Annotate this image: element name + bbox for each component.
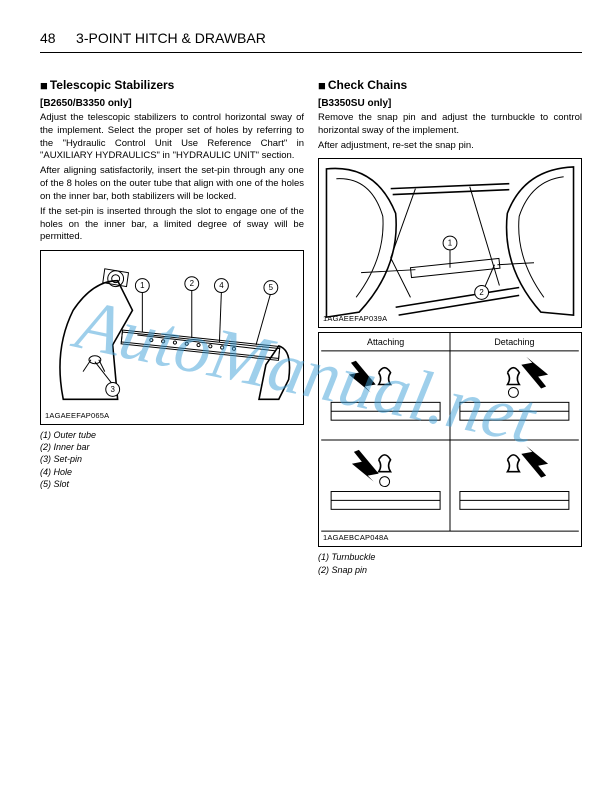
legend-item: (1) Turnbuckle [318,551,582,563]
left-heading-text: Telescopic Stabilizers [50,78,175,92]
left-legend: (1) Outer tube (2) Inner bar (3) Set-pin… [40,429,304,490]
square-bullet-icon: ■ [40,78,48,93]
callout-2: 2 [479,288,483,297]
right-figure2-code: 1AGAEBCAP048A [323,533,389,543]
left-figure-code: 1AGAEEFAP065A [45,411,109,421]
callout-2: 2 [190,279,194,288]
left-model-note: [B2650/B3350 only] [40,97,304,111]
callout-3: 3 [110,385,115,394]
right-figure-2: Attaching Detaching [318,332,582,547]
right-heading-text: Check Chains [328,78,407,92]
right-legend: (1) Turnbuckle (2) Snap pin [318,551,582,575]
right-para-2: After adjustment, re-set the snap pin. [318,140,582,153]
left-para-3: If the set-pin is inserted through the s… [40,206,304,244]
callout-1: 1 [140,281,144,290]
left-column: ■Telescopic Stabilizers [B2650/B3350 onl… [40,77,304,576]
callout-4: 4 [219,281,224,290]
page-number: 48 [40,30,56,46]
legend-item: (5) Slot [40,478,304,490]
callout-1: 1 [448,239,452,248]
panel-label-attach: Attaching [367,337,404,347]
left-para-2: After aligning satisfactorily, insert th… [40,165,304,203]
content-columns: ■Telescopic Stabilizers [B2650/B3350 onl… [40,77,582,576]
left-para-1: Adjust the telescopic stabilizers to con… [40,112,304,163]
section-title: 3-POINT HITCH & DRAWBAR [76,30,266,46]
right-figure1-code: 1AGAEEFAP039A [323,314,387,324]
left-figure-svg: 1 2 3 4 5 [41,251,303,424]
right-column: ■Check Chains [B3350SU only] Remove the … [318,77,582,576]
right-figure-1: 1 2 1AGAEEFAP039A [318,158,582,328]
callout-5: 5 [269,283,274,292]
right-figure1-svg: 1 2 [319,159,581,327]
right-model-note: [B3350SU only] [318,97,582,111]
legend-item: (4) Hole [40,466,304,478]
page-header: 48 3-POINT HITCH & DRAWBAR [40,30,582,53]
legend-item: (1) Outer tube [40,429,304,441]
right-figure2-svg: Attaching Detaching [319,333,581,546]
left-heading: ■Telescopic Stabilizers [40,77,304,95]
right-heading: ■Check Chains [318,77,582,95]
legend-item: (2) Snap pin [318,564,582,576]
legend-item: (2) Inner bar [40,441,304,453]
legend-item: (3) Set-pin [40,453,304,465]
panel-label-detach: Detaching [494,337,534,347]
left-figure: 1 2 3 4 5 1AGAEEFAP065A [40,250,304,425]
square-bullet-icon: ■ [318,78,326,93]
right-para-1: Remove the snap pin and adjust the turnb… [318,112,582,138]
